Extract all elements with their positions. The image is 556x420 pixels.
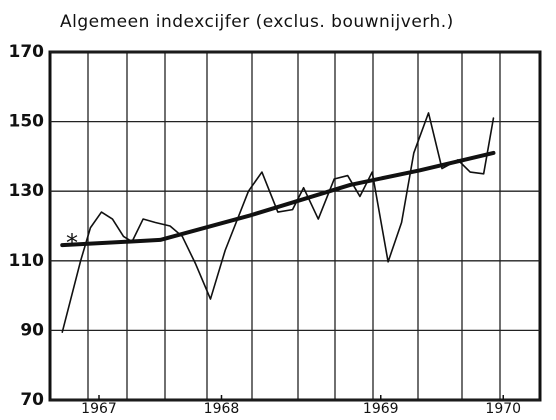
- chart-title: Algemeen indexcijfer (exclus. bouwnijver…: [60, 12, 454, 32]
- marker: *: [66, 229, 78, 257]
- y-tick-label: 130: [9, 181, 45, 201]
- y-tick-label: 70: [20, 390, 44, 410]
- x-tick-label: 1969: [363, 401, 399, 416]
- x-tick-label: 1970: [485, 401, 521, 416]
- vertical-grid: [87, 52, 501, 400]
- plot-frame: [48, 50, 542, 402]
- series-line: [60, 150, 496, 248]
- y-tick-label: 170: [9, 42, 45, 62]
- y-tick-label: 90: [20, 320, 44, 340]
- series-line: [61, 112, 495, 333]
- x-tick-label: 1968: [204, 401, 240, 416]
- x-tick-label: 1967: [81, 401, 117, 416]
- y-tick-label: 150: [9, 112, 45, 132]
- y-tick-label: 110: [9, 251, 45, 271]
